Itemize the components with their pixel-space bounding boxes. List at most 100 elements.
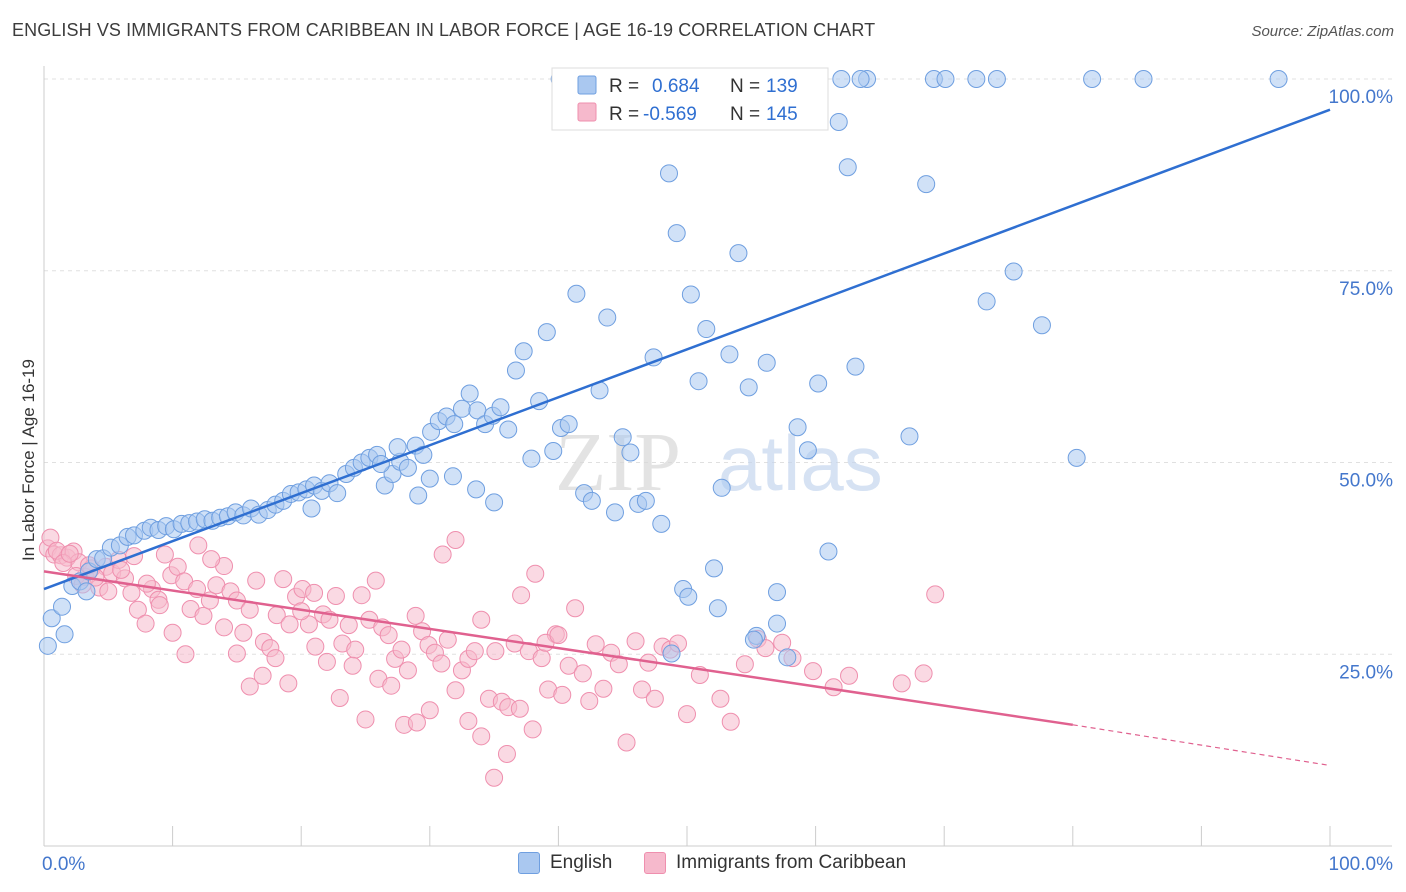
english-point	[778, 648, 797, 667]
caribbean-point	[459, 711, 478, 730]
caribbean-point	[472, 610, 491, 629]
english-point	[739, 378, 758, 397]
english-point	[460, 384, 479, 403]
stats-swatch-caribbean	[577, 102, 597, 122]
english-point	[681, 285, 700, 304]
caribbean-point	[645, 689, 664, 708]
caribbean-trend-line	[43, 570, 1073, 727]
english-point	[667, 224, 686, 243]
caribbean-point	[128, 600, 147, 619]
english-point	[55, 625, 74, 644]
caribbean-trend-line-extension	[1072, 724, 1331, 767]
english-point	[987, 70, 1006, 88]
english-point	[53, 597, 72, 616]
stats-swatch-english	[577, 75, 597, 95]
english-point	[613, 428, 632, 447]
legend-item-caribbean[interactable]: Immigrants from Caribbean	[644, 852, 906, 874]
english-point	[712, 478, 731, 497]
caribbean-point	[840, 666, 859, 685]
caribbean-point	[580, 692, 599, 711]
caribbean-point	[247, 571, 266, 590]
caribbean-point	[330, 688, 349, 707]
caribbean-point	[433, 545, 452, 564]
caribbean-point	[573, 664, 592, 683]
caribbean-point	[446, 681, 465, 700]
caribbean-point	[407, 713, 426, 732]
caribbean-point	[266, 649, 285, 668]
stats-n-label-1: N =	[730, 76, 760, 97]
stats-r-label-2: R =	[609, 104, 639, 125]
caribbean-point	[586, 635, 605, 654]
caribbean-point	[465, 642, 484, 661]
english-point	[788, 418, 807, 437]
caribbean-point	[735, 655, 754, 674]
english-point	[1083, 70, 1102, 88]
english-point	[409, 486, 428, 505]
caribbean-point	[122, 583, 141, 602]
caribbean-point	[194, 606, 213, 625]
caribbean-point	[240, 677, 259, 696]
caribbean-point	[432, 654, 451, 673]
caribbean-point	[176, 645, 195, 664]
y-tick-label: 50.0%	[1339, 471, 1393, 492]
english-trend-line	[43, 108, 1331, 591]
caribbean-point	[512, 586, 531, 605]
english-point	[567, 284, 586, 303]
english-point	[77, 582, 96, 601]
stats-n-label-2: N =	[730, 104, 760, 125]
caribbean-point	[253, 666, 272, 685]
caribbean-point	[274, 570, 293, 589]
caribbean-point	[485, 768, 504, 787]
english-point	[838, 158, 857, 177]
trend-lines	[43, 108, 1331, 767]
stats-legend-box	[551, 67, 829, 131]
english-point	[768, 614, 787, 633]
caribbean-point	[626, 632, 645, 651]
caribbean-point	[594, 679, 613, 698]
legend-swatch-caribbean	[644, 852, 666, 874]
legend-item-english[interactable]: English	[518, 852, 612, 874]
caribbean-point	[711, 689, 730, 708]
english-point	[582, 491, 601, 510]
caribbean-point	[420, 701, 439, 720]
caribbean-point	[804, 662, 823, 681]
english-point	[729, 244, 748, 263]
english-point	[38, 636, 57, 655]
english-point	[302, 499, 321, 518]
caribbean-point	[137, 574, 156, 593]
english-point	[659, 164, 678, 183]
caribbean-point	[446, 530, 465, 549]
english-point	[689, 372, 708, 391]
caribbean-point	[632, 680, 651, 699]
caribbean-point	[356, 710, 375, 729]
english-point	[977, 292, 996, 311]
english-point	[757, 353, 776, 372]
caribbean-point	[497, 744, 516, 763]
caribbean-point	[227, 644, 246, 663]
stats-legend: R = 0.684 N = 139 R = -0.569 N = 145	[551, 67, 829, 131]
english-point	[636, 491, 655, 510]
english-point	[1134, 70, 1153, 88]
y-axis-label: In Labor Force | Age 16-19	[19, 359, 38, 561]
english-point	[522, 449, 541, 468]
english-point	[768, 583, 787, 602]
caribbean-point	[112, 560, 131, 579]
english-point	[1269, 70, 1288, 88]
caribbean-point	[280, 615, 299, 634]
english-point	[420, 469, 439, 488]
x-tick-label-min: 0.0%	[42, 854, 85, 875]
english-point	[705, 559, 724, 578]
caribbean-point	[472, 727, 491, 746]
stats-n-value-2: 145	[766, 104, 798, 125]
english-point	[491, 398, 510, 417]
english-point	[917, 175, 936, 194]
english-point	[443, 467, 462, 486]
caribbean-point	[99, 582, 118, 601]
english-point	[936, 70, 955, 88]
y-tick-label: 75.0%	[1339, 279, 1393, 300]
caribbean-point	[150, 596, 169, 615]
caribbean-point	[392, 640, 411, 659]
english-point	[506, 361, 525, 380]
caribbean-point	[352, 586, 371, 605]
